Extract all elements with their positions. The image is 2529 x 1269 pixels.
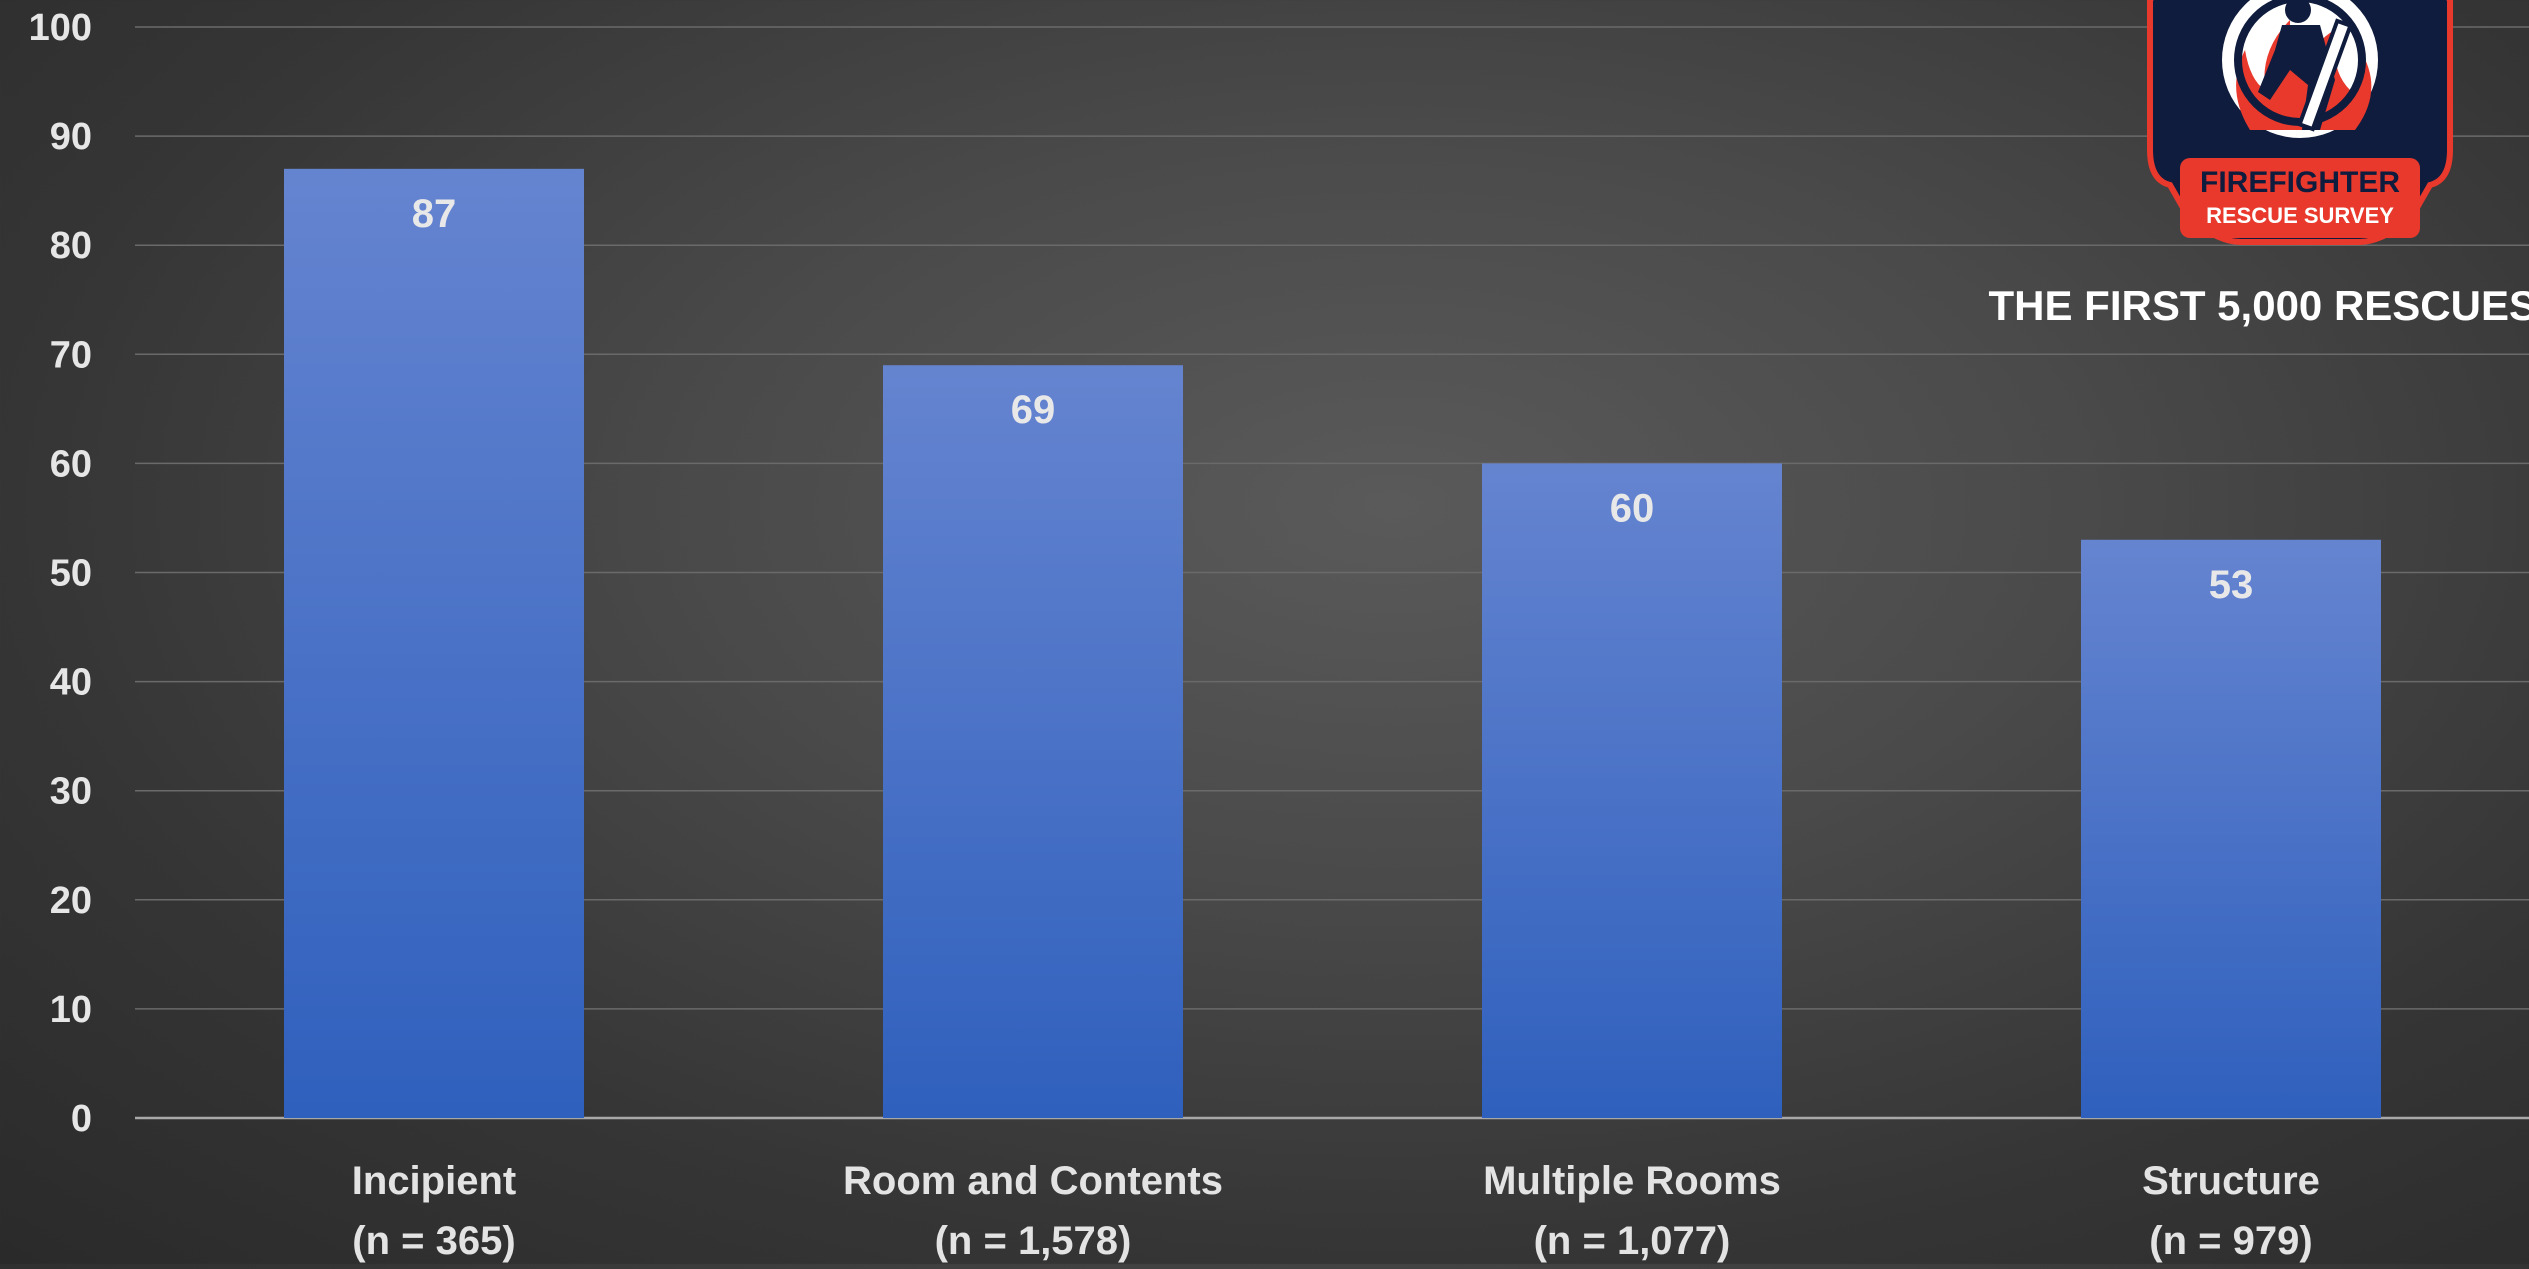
logo-line1: FIREFIGHTER [2200, 166, 2400, 199]
data-label: 87 [412, 192, 457, 236]
y-tick-label: 20 [50, 880, 92, 922]
category-label: Structure [2142, 1159, 2320, 1203]
y-tick-label: 0 [71, 1098, 92, 1140]
category-label: (n = 365) [352, 1219, 515, 1263]
y-tick-label: 70 [50, 334, 92, 376]
category-label: (n = 1,077) [1534, 1219, 1731, 1263]
bar [1482, 463, 1782, 1118]
y-tick-label: 80 [50, 225, 92, 267]
y-tick-label: 100 [29, 7, 92, 49]
bar [284, 168, 584, 1118]
firefighter-icon [2258, 0, 2353, 132]
y-tick-label: 50 [50, 553, 92, 595]
data-label: 69 [1011, 388, 1056, 432]
firefighter-rescue-survey-logo: FIREFIGHTER RESCUE SURVEY [2147, 0, 2453, 245]
y-tick-label: 60 [50, 443, 92, 485]
data-label: 53 [2209, 563, 2254, 607]
y-tick-label: 30 [50, 771, 92, 813]
y-tick-label: 40 [50, 662, 92, 704]
bar [883, 365, 1183, 1119]
category-label: Room and Contents [843, 1159, 1223, 1203]
category-label: (n = 979) [2149, 1219, 2312, 1263]
category-label: (n = 1,578) [935, 1219, 1132, 1263]
y-tick-label: 90 [50, 116, 92, 158]
y-tick-label: 10 [50, 989, 92, 1031]
category-label: Incipient [352, 1159, 516, 1203]
category-label: Multiple Rooms [1483, 1159, 1781, 1203]
logo-subtitle: THE FIRST 5,000 RESCUES [1988, 282, 2529, 329]
data-label: 60 [1610, 486, 1655, 530]
logo-line2: RESCUE SURVEY [2206, 203, 2394, 228]
bar [2081, 539, 2381, 1118]
